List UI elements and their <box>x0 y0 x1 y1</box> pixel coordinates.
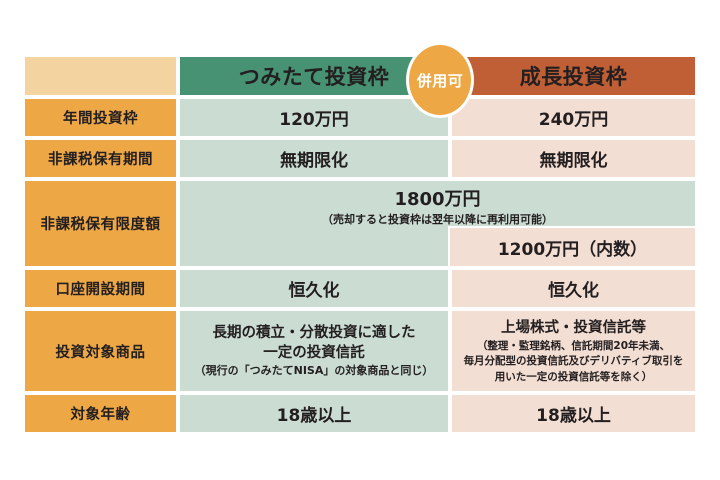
lifetime-limit-total: 1800万円 （売却すると投資枠は翌年以降に再利用可能） <box>180 181 695 227</box>
header-tsumitate-column: つみたて投資枠 <box>178 55 450 97</box>
combined-use-badge: 併用可 <box>406 42 474 118</box>
table-row: 口座開設期間 恒久化 恒久化 <box>23 268 697 309</box>
cell-account-period-tsumitate: 恒久化 <box>178 268 450 309</box>
products-tsumitate-text: 長期の積立・分散投資に適した 一定の投資信託 （現行の「つみたてNISA」の対象… <box>180 320 448 382</box>
lifetime-limit-wrapper: 1800万円 （売却すると投資枠は翌年以降に再利用可能） 1200万円（内数） <box>180 181 695 266</box>
cell-annual-limit-seicho: 240万円 <box>450 97 697 138</box>
lifetime-limit-amount: 1800万円 <box>394 189 481 210</box>
table-row: 投資対象商品 長期の積立・分散投資に適した 一定の投資信託 （現行の「つみたてN… <box>23 309 697 393</box>
header-seicho-column: 成長投資枠 <box>450 55 697 97</box>
table-row: 対象年齢 18歳以上 18歳以上 <box>23 393 697 434</box>
table-row: 非課税保有期間 無期限化 無期限化 <box>23 138 697 179</box>
cell-lifetime-limit-span: 1800万円 （売却すると投資枠は翌年以降に再利用可能） 1200万円（内数） <box>178 179 697 268</box>
table-row: 年間投資枠 120万円 240万円 <box>23 97 697 138</box>
cell-eligible-age-tsumitate: 18歳以上 <box>178 393 450 434</box>
table-header-row: つみたて投資枠 成長投資枠 <box>23 55 697 97</box>
lifetime-limit-note: （売却すると投資枠は翌年以降に再利用可能） <box>322 212 553 226</box>
products-tsumitate-line1: 長期の積立・分散投資に適した <box>212 325 416 342</box>
row-label-annual-limit: 年間投資枠 <box>23 97 178 138</box>
cell-holding-period-tsumitate: 無期限化 <box>178 138 450 179</box>
row-label-eligible-products: 投資対象商品 <box>23 309 178 393</box>
nisa-comparison-table: つみたて投資枠 成長投資枠 年間投資枠 120万円 240万円 非課税保有期間 … <box>23 55 697 434</box>
cell-eligible-products-tsumitate: 長期の積立・分散投資に適した 一定の投資信託 （現行の「つみたてNISA」の対象… <box>178 309 450 393</box>
row-label-holding-period: 非課税保有期間 <box>23 138 178 179</box>
products-seicho-note-line2: 毎月分配型の投資信託及びデリバティブ取引を <box>463 355 684 368</box>
header-corner-cell <box>23 55 178 97</box>
cell-holding-period-seicho: 無期限化 <box>450 138 697 179</box>
products-seicho-main: 上場株式・投資信託等 <box>501 319 646 336</box>
cell-eligible-age-seicho: 18歳以上 <box>450 393 697 434</box>
cell-annual-limit-tsumitate: 120万円 <box>178 97 450 138</box>
products-tsumitate-line2: 一定の投資信託 <box>263 345 365 362</box>
cell-account-period-seicho: 恒久化 <box>450 268 697 309</box>
cell-eligible-products-seicho: 上場株式・投資信託等 （整理・監理銘柄、信託期間20年未満、 毎月分配型の投資信… <box>450 309 697 393</box>
row-label-account-period: 口座開設期間 <box>23 268 178 309</box>
products-tsumitate-note: （現行の「つみたてNISA」の対象商品と同じ） <box>194 364 434 378</box>
lifetime-limit-seicho-inner: 1200万円（内数） <box>448 226 695 266</box>
products-seicho-note-line3: 用いた一定の投資信託等を除く） <box>494 370 653 383</box>
row-label-eligible-age: 対象年齢 <box>23 393 178 434</box>
products-seicho-text: 上場株式・投資信託等 （整理・監理銘柄、信託期間20年未満、 毎月分配型の投資信… <box>452 315 695 387</box>
products-seicho-note-line1: （整理・監理銘柄、信託期間20年未満、 <box>476 339 671 352</box>
table-row: 非課税保有限度額 1800万円 （売却すると投資枠は翌年以降に再利用可能） 12… <box>23 179 697 268</box>
row-label-lifetime-limit: 非課税保有限度額 <box>23 179 178 268</box>
